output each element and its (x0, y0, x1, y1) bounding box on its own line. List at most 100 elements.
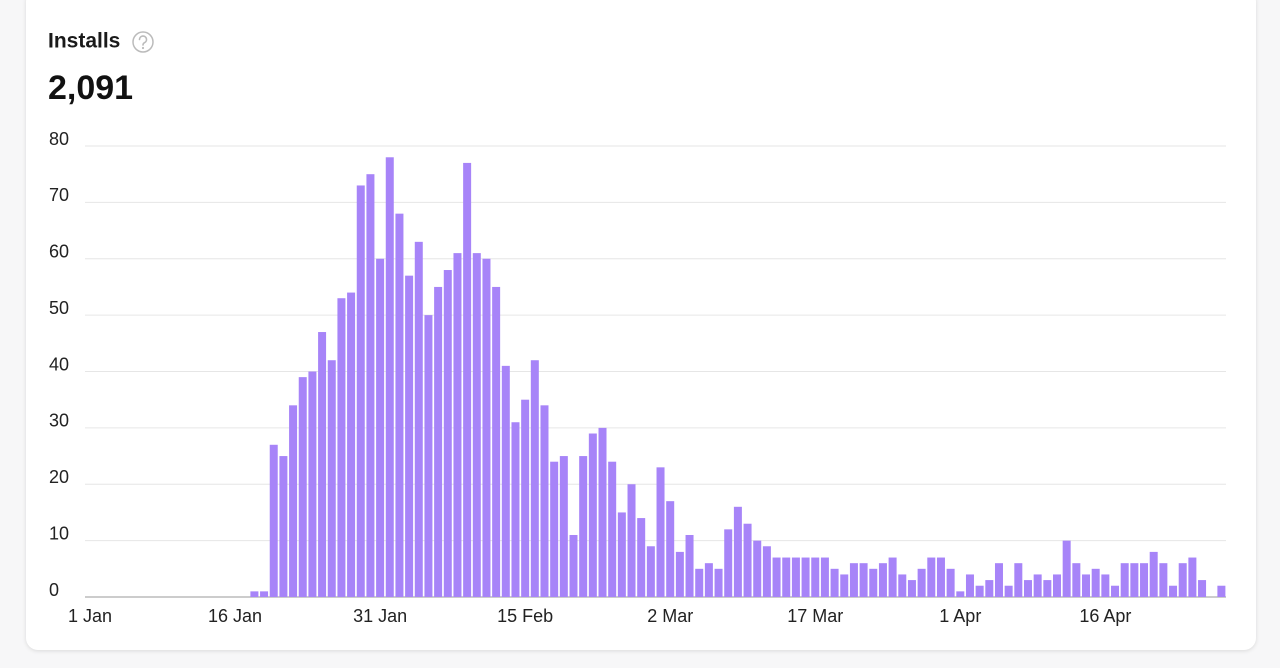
help-icon[interactable] (132, 31, 154, 53)
x-tick-label: 17 Mar (787, 606, 843, 626)
bar (424, 315, 433, 597)
bar (579, 456, 588, 597)
bar (637, 518, 646, 597)
bar (1140, 563, 1149, 597)
bar (318, 332, 327, 597)
bar (1091, 568, 1100, 597)
bar (1130, 563, 1139, 597)
bar (666, 501, 675, 597)
bar (1198, 580, 1207, 597)
bar (1033, 574, 1042, 597)
bar (1169, 585, 1178, 597)
bar (1101, 574, 1110, 597)
bar (714, 568, 723, 597)
x-tick-label: 16 Apr (1079, 606, 1131, 626)
bar (820, 557, 829, 597)
bar (482, 258, 491, 597)
chart-title: Installs (48, 30, 120, 53)
bar (685, 534, 694, 597)
bar (801, 557, 810, 597)
bar (443, 270, 452, 597)
bar (1159, 563, 1168, 597)
bar (704, 563, 713, 597)
bar (695, 568, 704, 597)
bar (994, 563, 1003, 597)
bar (888, 557, 897, 597)
bar (250, 591, 259, 597)
bar (608, 461, 617, 597)
bar (811, 557, 820, 597)
bar (907, 580, 916, 597)
bar (782, 557, 791, 597)
bar (598, 427, 607, 597)
bar (414, 241, 423, 597)
bar (1053, 574, 1061, 597)
bar (550, 461, 559, 597)
x-tick-label: 16 Jan (208, 606, 262, 626)
bar (724, 529, 733, 597)
bar (791, 557, 800, 597)
bar (936, 557, 945, 597)
bar (356, 185, 365, 597)
bar (733, 506, 742, 597)
bar (530, 360, 539, 597)
y-tick-label: 80 (49, 129, 69, 149)
y-tick-label: 40 (49, 354, 69, 374)
bar (1043, 580, 1052, 597)
x-tick-label: 31 Jan (353, 606, 407, 626)
bar (753, 540, 762, 597)
bar (1062, 540, 1071, 597)
bar (434, 286, 443, 597)
bar (521, 399, 530, 597)
x-tick-label: 1 Apr (939, 606, 981, 626)
bar (1014, 563, 1023, 597)
bar (385, 157, 394, 597)
bar (869, 568, 878, 597)
bar (588, 433, 597, 597)
bar (975, 585, 984, 597)
bar (1023, 580, 1032, 597)
bar (830, 568, 839, 597)
bar (646, 546, 655, 597)
bar (279, 456, 288, 597)
bar (985, 580, 994, 597)
headline-value: 2,091 (48, 69, 133, 107)
bar (308, 371, 317, 597)
bar (965, 574, 974, 597)
bar (511, 422, 520, 597)
bar (1188, 557, 1197, 597)
bar (540, 405, 549, 597)
bar (472, 253, 481, 598)
bar (772, 557, 781, 597)
bar (501, 365, 510, 597)
bar (405, 275, 414, 597)
bar (927, 557, 936, 597)
y-tick-label: 20 (49, 467, 69, 487)
bar (559, 456, 568, 597)
bar (376, 258, 385, 597)
bar (395, 213, 404, 597)
bar (453, 253, 462, 598)
bar (569, 534, 578, 597)
bar (617, 512, 626, 597)
bar (849, 563, 858, 597)
bar (463, 162, 472, 597)
bar (366, 174, 375, 597)
y-tick-label: 70 (49, 185, 69, 205)
y-tick-label: 0 (49, 580, 59, 600)
bar (347, 292, 356, 597)
bar (840, 574, 849, 597)
bar (1217, 585, 1226, 597)
bar (1004, 585, 1013, 597)
y-tick-label: 60 (49, 242, 69, 262)
bar (1111, 585, 1120, 597)
bar (327, 360, 336, 597)
y-tick-label: 10 (49, 523, 69, 543)
bar (946, 568, 955, 597)
bar (762, 546, 771, 597)
bar (627, 484, 636, 597)
bar (337, 298, 346, 597)
bar (1082, 574, 1091, 597)
bar (1178, 563, 1187, 597)
